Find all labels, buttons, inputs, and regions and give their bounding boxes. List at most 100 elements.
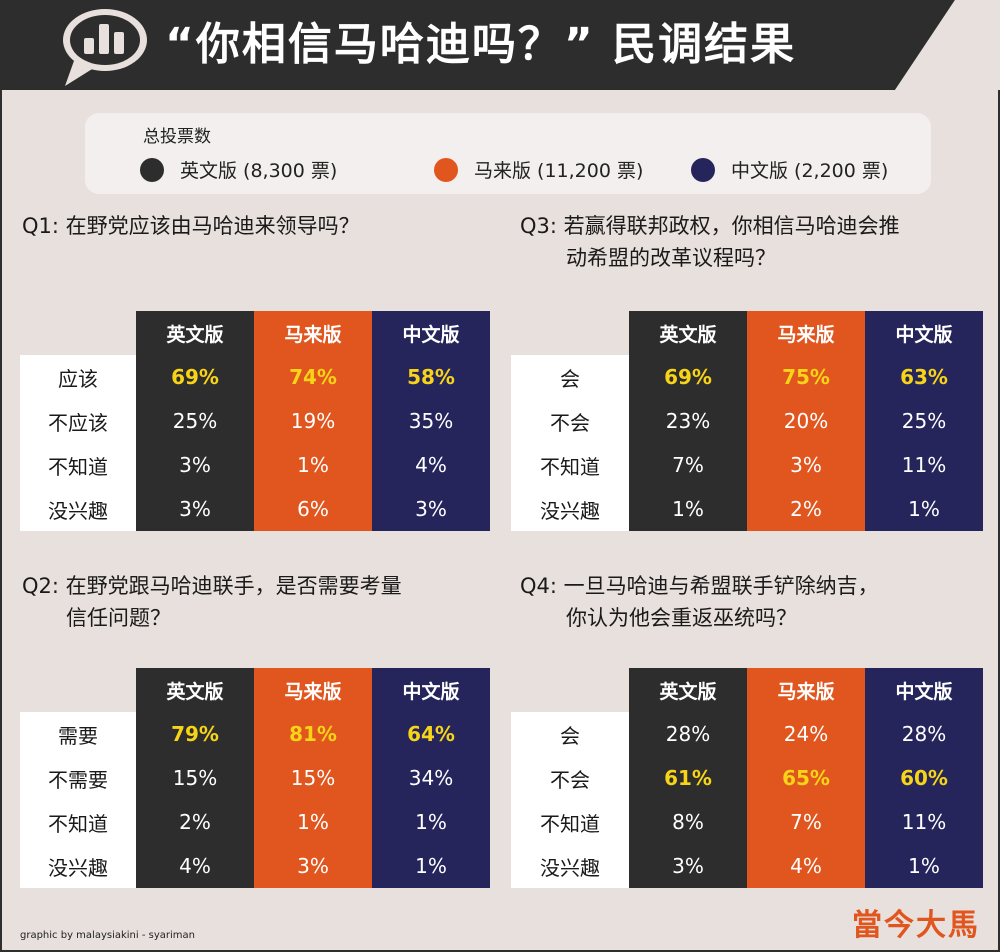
row-label: 不知道 (20, 800, 136, 844)
header-empty-cell (20, 668, 136, 712)
table-row: 会 28% 24% 28% (511, 712, 983, 756)
column-header-malay: 马来版 (254, 311, 372, 355)
column-header-chinese: 中文版 (865, 668, 983, 712)
row-label: 不需要 (20, 756, 136, 800)
column-header-english: 英文版 (136, 311, 254, 355)
value-cell-chinese: 11% (865, 800, 983, 844)
row-label: 应该 (20, 355, 136, 399)
value-cell-english: 4% (136, 844, 254, 888)
legend: 总投票数 英文版 (8,300 票) 马来版 (11,200 票) 中文版 (2… (85, 113, 931, 194)
q2-title: Q2: 在野党跟马哈迪联手，是否需要考量 (22, 574, 402, 598)
footer-credit: graphic by malaysiakini - syariman (20, 930, 195, 941)
header-empty-cell (511, 311, 629, 355)
value-cell-chinese: 1% (865, 487, 983, 531)
value-cell-english: 3% (136, 443, 254, 487)
value-cell-chinese: 1% (372, 844, 490, 888)
q1-table: 英文版 马来版 中文版 应该 69% 74% 58% 不应该 25% 19% 35% 不知道 3% 1% 4… (20, 311, 490, 531)
legend-item-malay: 马来版 (11,200 票) (434, 157, 643, 185)
value-cell-malay: 3% (747, 443, 865, 487)
value-cell-chinese: 35% (372, 399, 490, 443)
value-cell-english: 3% (136, 487, 254, 531)
column-header-english: 英文版 (629, 311, 747, 355)
value-cell-english: 2% (136, 800, 254, 844)
table-row: 没兴趣 4% 3% 1% (20, 844, 490, 888)
value-cell-chinese: 4% (372, 443, 490, 487)
table-header-row: 英文版 马来版 中文版 (20, 311, 490, 355)
row-label: 不会 (511, 756, 629, 800)
q1-title: Q1: 在野党应该由马哈迪来领导吗？ (22, 214, 360, 238)
legend-label-chinese: 中文版 (2,200 票) (731, 160, 889, 182)
legend-title: 总投票数 (143, 127, 211, 147)
value-cell-english: 25% (136, 399, 254, 443)
value-cell-malay: 15% (254, 756, 372, 800)
value-cell-malay: 81% (254, 712, 372, 756)
q2-title-line2: 信任问题？ (66, 606, 171, 630)
bar-chart-speech-bubble-icon (63, 9, 147, 86)
column-header-english: 英文版 (136, 668, 254, 712)
page-title: “你相信马哈迪吗？” 民调结果 (165, 19, 797, 70)
q4-table: 英文版 马来版 中文版会 28% 24% 28% 不会 61% 65% 60% 不知道 8% 7% 11%… (511, 668, 983, 888)
value-cell-english: 61% (629, 756, 747, 800)
value-cell-english: 28% (629, 712, 747, 756)
value-cell-chinese: 28% (865, 712, 983, 756)
legend-dot-chinese (691, 157, 715, 182)
column-header-malay: 马来版 (747, 311, 865, 355)
table-row: 不知道 8% 7% 11% (511, 800, 983, 844)
row-label: 不会 (511, 399, 629, 443)
header-empty-cell (20, 311, 136, 355)
table-row: 不知道 2% 1% 1% (20, 800, 490, 844)
legend-item-english: 英文版 (8,300 票) (140, 157, 337, 185)
column-header-chinese: 中文版 (372, 668, 490, 712)
value-cell-malay: 2% (747, 487, 865, 531)
value-cell-malay: 75% (747, 355, 865, 399)
row-label: 不知道 (20, 443, 136, 487)
value-cell-malay: 3% (254, 844, 372, 888)
value-cell-chinese: 60% (865, 756, 983, 800)
value-cell-chinese: 25% (865, 399, 983, 443)
value-cell-english: 79% (136, 712, 254, 756)
row-label: 没兴趣 (20, 844, 136, 888)
table-row: 不知道 7% 3% 11% (511, 443, 983, 487)
table-row: 会 69% 75% 63% (511, 355, 983, 399)
value-cell-chinese: 11% (865, 443, 983, 487)
content-frame (0, 90, 1000, 952)
q3-title: Q3: 若赢得联邦政权，你相信马哈迪会推 (520, 214, 900, 238)
value-cell-malay: 1% (254, 443, 372, 487)
value-cell-malay: 6% (254, 487, 372, 531)
legend-label-malay: 马来版 (11,200 票) (474, 160, 644, 182)
value-cell-english: 7% (629, 443, 747, 487)
value-cell-english: 15% (136, 756, 254, 800)
table-row: 应该 69% 74% 58% (20, 355, 490, 399)
value-cell-chinese: 1% (372, 800, 490, 844)
row-label: 会 (511, 355, 629, 399)
table-header-row: 英文版 马来版 中文版 (511, 311, 983, 355)
table-row: 不应该 25% 19% 35% (20, 399, 490, 443)
column-header-chinese: 中文版 (372, 311, 490, 355)
value-cell-chinese: 1% (865, 844, 983, 888)
value-cell-malay: 4% (747, 844, 865, 888)
table-row: 需要 79% 81% 64% (20, 712, 490, 756)
value-cell-chinese: 3% (372, 487, 490, 531)
value-cell-malay: 7% (747, 800, 865, 844)
row-label: 没兴趣 (20, 487, 136, 531)
column-header-malay: 马来版 (254, 668, 372, 712)
legend-dot-malay (434, 157, 458, 182)
row-label: 不应该 (20, 399, 136, 443)
table-row: 没兴趣 3% 4% 1% (511, 844, 983, 888)
row-label: 需要 (20, 712, 136, 756)
value-cell-english: 1% (629, 487, 747, 531)
table-row: 不会 23% 20% 25% (511, 399, 983, 443)
row-label: 会 (511, 712, 629, 756)
value-cell-chinese: 34% (372, 756, 490, 800)
row-label: 没兴趣 (511, 844, 629, 888)
q3-table: 英文版 马来版 中文版会 69% 75% 63% 不会 23% 20% 25% 不知道 7% 3% 11%… (511, 311, 983, 531)
value-cell-english: 8% (629, 800, 747, 844)
value-cell-english: 23% (629, 399, 747, 443)
legend-label-english: 英文版 (8,300 票) (180, 160, 338, 182)
column-header-chinese: 中文版 (865, 311, 983, 355)
table-row: 不知道 3% 1% 4% (20, 443, 490, 487)
q4-title-line2: 你认为他会重返巫统吗？ (566, 606, 797, 630)
value-cell-malay: 24% (747, 712, 865, 756)
value-cell-chinese: 64% (372, 712, 490, 756)
value-cell-chinese: 58% (372, 355, 490, 399)
